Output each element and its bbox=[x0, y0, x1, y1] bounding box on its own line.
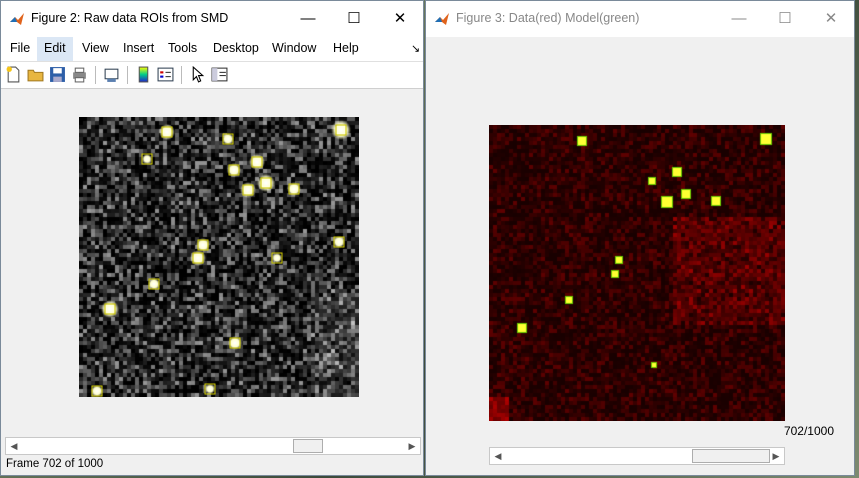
roi-box bbox=[91, 385, 103, 397]
roi-box bbox=[148, 278, 160, 290]
toolbar bbox=[1, 62, 423, 89]
roi-box bbox=[228, 164, 240, 176]
title-bar[interactable]: Figure 3: Data(red) Model(green) — ☐ ✕ bbox=[426, 1, 854, 37]
data-model-image[interactable] bbox=[489, 125, 785, 421]
menu-view[interactable]: View bbox=[82, 41, 109, 55]
raw-data-canvas bbox=[79, 117, 359, 397]
pointer-icon[interactable] bbox=[189, 66, 206, 83]
raw-data-image[interactable] bbox=[79, 117, 359, 397]
toolbar-separator bbox=[95, 66, 96, 84]
title-bar[interactable]: Figure 2: Raw data ROIs from SMD — ☐ ✕ bbox=[1, 1, 423, 37]
roi-box bbox=[271, 252, 283, 264]
roi-box bbox=[161, 126, 173, 138]
roi-box bbox=[141, 153, 153, 165]
matlab-logo-icon bbox=[435, 13, 449, 25]
menu-tools[interactable]: Tools bbox=[168, 41, 198, 55]
menu-insert[interactable]: Insert bbox=[123, 41, 155, 55]
roi-box bbox=[288, 183, 300, 195]
scroll-left-icon[interactable]: ◀ bbox=[494, 451, 502, 461]
frame-counter: 702/1000 bbox=[783, 424, 834, 438]
figure-2-window: Figure 2: Raw data ROIs from SMD — ☐ ✕ F… bbox=[0, 0, 424, 476]
status-text: Frame 702 of 1000 bbox=[6, 458, 104, 470]
scroll-right-icon[interactable]: ▶ bbox=[772, 451, 780, 461]
insert-legend-icon[interactable] bbox=[157, 66, 174, 83]
roi-box bbox=[333, 236, 345, 248]
roi-box bbox=[335, 124, 347, 136]
roi-box bbox=[260, 177, 272, 189]
roi-box bbox=[242, 184, 254, 196]
roi-box bbox=[222, 133, 234, 145]
roi-overlay bbox=[91, 124, 347, 397]
scroll-left-icon[interactable]: ◀ bbox=[10, 441, 18, 451]
figure-3-window: Figure 3: Data(red) Model(green) — ☐ ✕ 7… bbox=[425, 0, 855, 476]
menu-edit[interactable]: Edit bbox=[37, 37, 73, 61]
insert-colorbar-icon[interactable] bbox=[135, 66, 152, 83]
roi-box bbox=[192, 252, 204, 264]
frame-scrollbar[interactable]: ◀ ▶ bbox=[489, 447, 785, 465]
menu-file[interactable]: File bbox=[10, 41, 31, 55]
roi-box bbox=[251, 156, 263, 168]
close-button[interactable]: ✕ bbox=[824, 10, 838, 27]
print-preview-icon[interactable] bbox=[103, 66, 120, 83]
roi-box bbox=[197, 239, 209, 251]
window-title: Figure 3: Data(red) Model(green) bbox=[456, 11, 640, 25]
print-icon[interactable] bbox=[71, 66, 88, 83]
scroll-right-icon[interactable]: ▶ bbox=[408, 441, 416, 451]
dock-arrow-icon[interactable]: ↘ bbox=[411, 43, 421, 55]
maximize-button[interactable]: ☐ bbox=[347, 10, 361, 27]
maximize-button[interactable]: ☐ bbox=[778, 10, 792, 27]
roi-box bbox=[104, 303, 116, 315]
menu-bar: File Edit View Insert Tools Desktop Wind… bbox=[1, 37, 423, 62]
menu-desktop[interactable]: Desktop bbox=[213, 41, 259, 55]
menu-help[interactable]: Help bbox=[333, 41, 359, 55]
data-model-canvas bbox=[489, 125, 785, 421]
new-figure-icon[interactable] bbox=[5, 66, 22, 83]
scroll-thumb[interactable] bbox=[692, 449, 770, 463]
frame-scrollbar[interactable]: ◀ ▶ bbox=[5, 437, 421, 455]
save-icon[interactable] bbox=[49, 66, 66, 83]
minimize-button[interactable]: — bbox=[300, 10, 316, 27]
property-inspector-icon[interactable] bbox=[211, 66, 228, 83]
window-title: Figure 2: Raw data ROIs from SMD bbox=[31, 11, 229, 25]
toolbar-separator bbox=[127, 66, 128, 84]
toolbar-separator bbox=[181, 66, 182, 84]
matlab-logo-icon bbox=[10, 13, 24, 25]
roi-box bbox=[229, 337, 241, 349]
minimize-button[interactable]: — bbox=[731, 10, 747, 27]
roi-box bbox=[204, 383, 216, 395]
open-file-icon[interactable] bbox=[27, 66, 44, 83]
scroll-thumb[interactable] bbox=[293, 439, 323, 453]
menu-window[interactable]: Window bbox=[272, 41, 317, 55]
close-button[interactable]: ✕ bbox=[393, 10, 407, 27]
